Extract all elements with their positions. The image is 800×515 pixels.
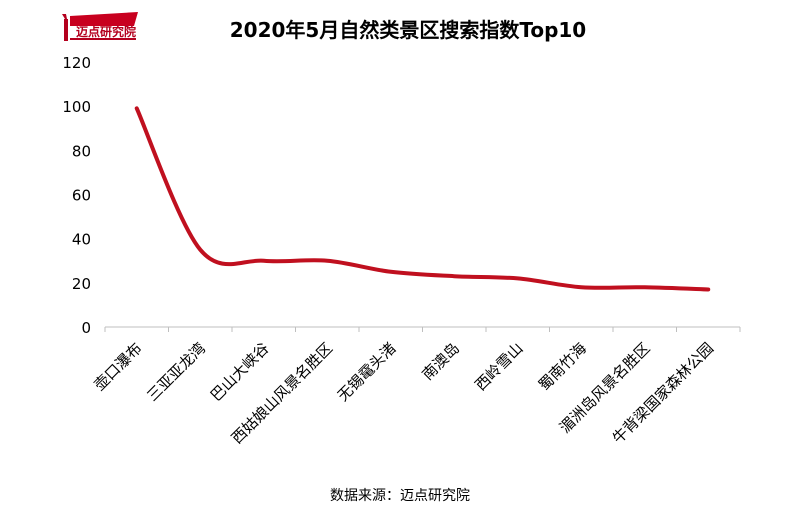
logo-text: 迈点研究院 — [76, 25, 137, 39]
y-tick-label: 120 — [62, 54, 91, 72]
y-tick-label: 40 — [72, 231, 91, 249]
y-tick-label: 0 — [81, 319, 91, 337]
x-tick-label: 蜀南竹海 — [535, 339, 590, 394]
chart-title: 2020年5月自然类景区搜索指数Top10 — [230, 18, 586, 42]
y-axis: 0 20 40 60 80 100 120 — [62, 54, 91, 337]
x-tick-label: 壶口瀑布 — [90, 339, 145, 394]
series-layer — [134, 106, 711, 292]
x-tick-label: 巴山大峡谷 — [207, 339, 273, 405]
y-tick-label: 100 — [62, 98, 91, 116]
x-tick-label: 三亚亚龙湾 — [143, 339, 209, 405]
x-tick-label: 西岭雪山 — [471, 339, 526, 394]
x-tick-label: 无锡鼋头渚 — [334, 339, 400, 405]
brand-logo: 迈点研究院 — [60, 10, 140, 50]
source-note: 数据来源：迈点研究院 — [330, 488, 470, 504]
y-tick-label: 80 — [72, 142, 91, 160]
series-line — [134, 106, 711, 292]
y-tick-label: 20 — [72, 275, 91, 293]
x-tick-label: 南澳岛 — [419, 339, 464, 384]
y-tick-label: 60 — [72, 187, 91, 205]
